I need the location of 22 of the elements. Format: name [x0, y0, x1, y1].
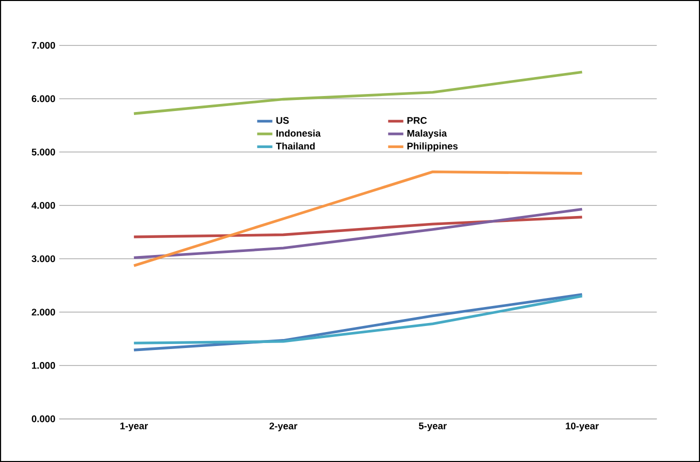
- y-tick-label: 5.000: [32, 148, 56, 156]
- x-tick-label: 10-year: [566, 422, 599, 432]
- legend-label: Indonesia: [276, 130, 321, 137]
- legend-label: US: [276, 117, 289, 124]
- legend-label: Thailand: [276, 142, 315, 150]
- y-tick-label: 0.000: [32, 415, 56, 422]
- y-tick-label: 3.000: [32, 255, 56, 262]
- y-tick-label: 6.000: [32, 95, 56, 102]
- y-tick-label: 2.000: [32, 308, 56, 316]
- line-series: [132, 170, 584, 268]
- y-tick-label: 1.000: [32, 362, 56, 369]
- y-tick-label: 7.000: [32, 42, 56, 49]
- line-series: [132, 216, 584, 238]
- legend-label: PRC: [407, 117, 427, 124]
- x-tick-label: 2-year: [269, 422, 298, 432]
- x-tick-label: 1-year: [120, 422, 148, 432]
- line-series: [132, 208, 584, 260]
- legend-label: Philippines: [407, 142, 458, 152]
- x-tick-label: 5-year: [418, 422, 447, 432]
- legend-label: Malaysia: [407, 130, 447, 139]
- y-tick-label: 4.000: [32, 202, 56, 209]
- line-series: [132, 70, 584, 115]
